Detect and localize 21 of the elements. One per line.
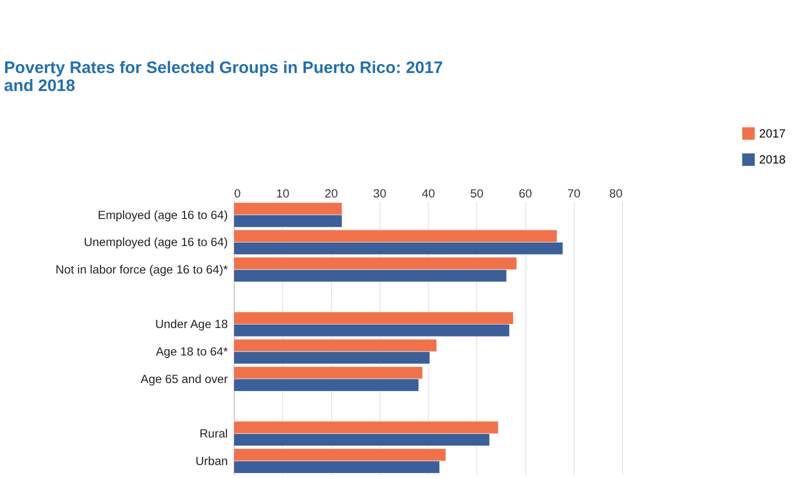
legend-label: 2017 bbox=[759, 126, 786, 140]
y-tick-label: Urban bbox=[195, 454, 228, 468]
y-tick-label: Employed (age 16 to 64) bbox=[98, 208, 228, 222]
x-tick-label: 10 bbox=[276, 186, 290, 201]
text: and 2018 bbox=[4, 76, 76, 96]
text: Poverty Rates for Selected Groups in Puerto Rico: 2017 bbox=[4, 58, 443, 77]
x-tick-label: 30 bbox=[373, 186, 387, 201]
x-tick-label: 20 bbox=[324, 186, 338, 201]
x-tick-label: 0 bbox=[234, 186, 242, 201]
x-tick-label: 40 bbox=[422, 186, 436, 201]
y-tick-label: Under Age 18 bbox=[155, 317, 228, 332]
y-tick-label: Not in labor force (age 16 to 64)* bbox=[56, 262, 228, 277]
y-tick-label: Unemployed (age 16 to 64) bbox=[84, 235, 228, 250]
x-tick-label: 60 bbox=[518, 186, 532, 201]
y-tick-label: Rural bbox=[199, 426, 228, 441]
y-tick-label: Age 18 to 64* bbox=[156, 344, 228, 359]
y-tick-label: Age 65 and over bbox=[140, 372, 228, 386]
x-tick-label: 50 bbox=[470, 186, 484, 201]
x-tick-label: 80 bbox=[609, 186, 623, 201]
legend-label: 2018 bbox=[759, 152, 786, 167]
x-tick-label: 70 bbox=[567, 186, 581, 201]
